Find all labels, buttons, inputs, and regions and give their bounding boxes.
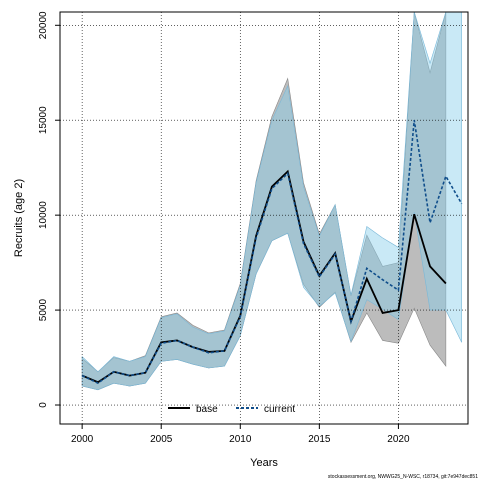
- x-tick-label-2000: 2000: [71, 434, 94, 445]
- y-tick-label-20000: 20000: [38, 11, 49, 39]
- plot-frame: [59, 11, 469, 425]
- x-tick-label-2010: 2010: [229, 434, 252, 445]
- credit-text: stockassessment.org, NWWG25_N-WSC, r1873…: [328, 474, 478, 480]
- legend: base current: [168, 404, 295, 415]
- series-lines: [81, 120, 463, 385]
- x-tick-label-2015: 2015: [308, 434, 331, 445]
- y-tick-label-5000: 5000: [38, 299, 49, 322]
- band-current: [81, 12, 462, 391]
- y-tick-label-10000: 10000: [38, 201, 49, 229]
- x-tick-label-2005: 2005: [150, 434, 173, 445]
- y-axis-label: Recruits (age 2): [13, 179, 25, 257]
- x-axis-label: Years: [250, 457, 278, 469]
- series-line-current: [81, 120, 463, 385]
- y-axis: 0 5000 10000 15000 20000: [38, 11, 60, 408]
- legend-label-base: base: [196, 404, 218, 415]
- confidence-bands: [81, 12, 462, 391]
- x-axis: 2000 2005 2010 2015 2020: [71, 424, 410, 445]
- y-tick-label-15000: 15000: [38, 106, 49, 134]
- legend-label-current: current: [264, 404, 295, 415]
- x-tick-label-2020: 2020: [387, 434, 410, 445]
- y-tick-label-0: 0: [38, 402, 49, 408]
